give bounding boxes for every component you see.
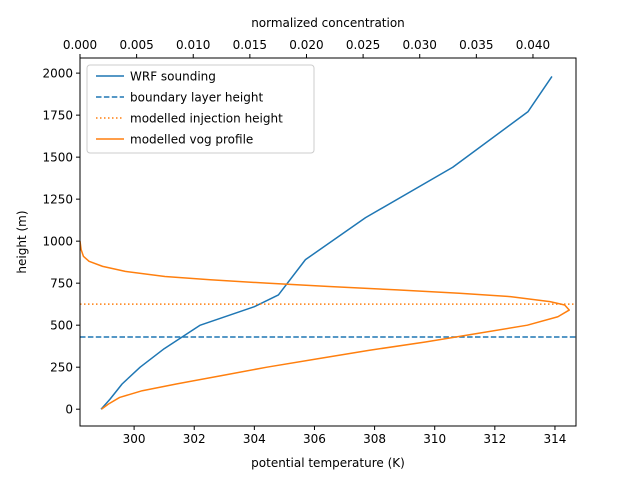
modelled-vog-profile-line [80,241,570,410]
x-tick-label: 302 [183,432,206,446]
top-tick-label: 0.000 [63,38,97,52]
legend-label-modelled-injection-height: modelled injection height [130,112,283,126]
top-tick-label: 0.035 [459,38,493,52]
top-tick-label: 0.025 [346,38,380,52]
y-tick-label: 1750 [42,109,73,123]
top-tick-label: 0.005 [119,38,153,52]
x-tick-label: 312 [483,432,506,446]
legend: WRF sounding boundary layer height modelle… [86,64,315,154]
plot-frame [79,57,577,427]
y-tick-label: 500 [50,319,73,333]
legend-label-boundary-layer-height: boundary layer height [130,91,263,105]
y-tick-label: 1000 [42,235,73,249]
legend-box [86,64,315,154]
x-tick-label: 306 [303,432,326,446]
left-axis: 0 250 500 750 1000 1250 1500 1750 2000 [42,67,80,417]
x-tick-label: 300 [123,432,146,446]
top-tick-label: 0.040 [516,38,550,52]
top-tick-label: 0.015 [233,38,267,52]
top-tick-label: 0.010 [176,38,210,52]
x-tick-label: 310 [423,432,446,446]
x-tick-label: 308 [363,432,386,446]
y-tick-label: 2000 [42,67,73,81]
plot-content [80,76,576,410]
bottom-axis: 300 302 304 306 308 310 312 314 [123,426,567,446]
y-axis-label: height (m) [15,210,29,273]
y-tick-label: 750 [50,277,73,291]
x-axis-label: potential temperature (K) [251,456,405,470]
y-tick-label: 1250 [42,193,73,207]
top-axis-label: normalized concentration [251,16,405,30]
top-axis: 0.000 0.005 0.010 0.015 0.020 0.025 0.030 0.035… [63,38,550,58]
legend-label-wrf-sounding: WRF sounding [130,70,216,84]
top-tick-label: 0.030 [403,38,437,52]
top-tick-label: 0.020 [289,38,323,52]
wrf-sounding-line [100,76,553,410]
x-tick-label: 314 [544,432,567,446]
y-tick-label: 1500 [42,151,73,165]
legend-label-modelled-vog-profile: modelled vog profile [130,133,253,147]
y-tick-label: 0 [65,403,73,417]
y-tick-label: 250 [50,361,73,375]
x-tick-label: 304 [243,432,266,446]
